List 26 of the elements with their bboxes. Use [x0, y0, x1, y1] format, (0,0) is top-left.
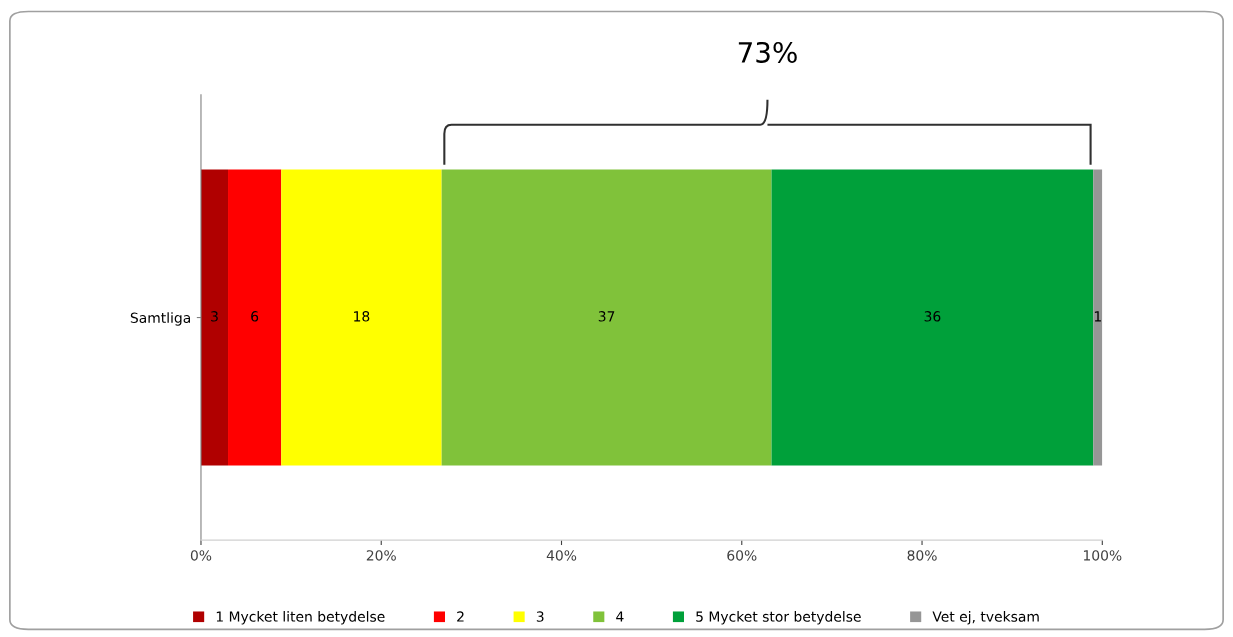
legend-label: 3 — [536, 611, 544, 622]
data-label: 18 — [354, 311, 370, 322]
data-label: 3 — [211, 311, 218, 322]
text: 73% — [738, 41, 797, 63]
bar — [1093, 169, 1103, 466]
legend-label: Vet ej, tveksam — [932, 611, 1039, 625]
x-tick-label: 0% — [190, 550, 212, 561]
legend-label: 1 Mycket liten betydelse — [216, 611, 385, 625]
bar — [228, 169, 282, 466]
data-label: 1 — [1094, 311, 1101, 322]
bar — [200, 169, 229, 466]
legend-label: 4 — [616, 611, 624, 622]
legend-label: 2 — [457, 611, 464, 622]
bar — [771, 169, 1094, 466]
bar — [281, 169, 442, 466]
data-label: 37 — [598, 311, 615, 322]
bar — [441, 169, 772, 466]
data-label: 36 — [924, 311, 941, 322]
legend-label: 5 Mycket stor betydelse — [696, 611, 861, 625]
x-tick-label: 60% — [727, 550, 757, 561]
x-tick-label: 20% — [366, 550, 396, 561]
x-tick-label: 100% — [1083, 550, 1122, 561]
x-tick-label: 40% — [546, 550, 577, 561]
x-tick-label: 80% — [907, 550, 937, 561]
y-tick-label: Samtliga — [130, 312, 190, 326]
data-label: 6 — [251, 311, 259, 322]
